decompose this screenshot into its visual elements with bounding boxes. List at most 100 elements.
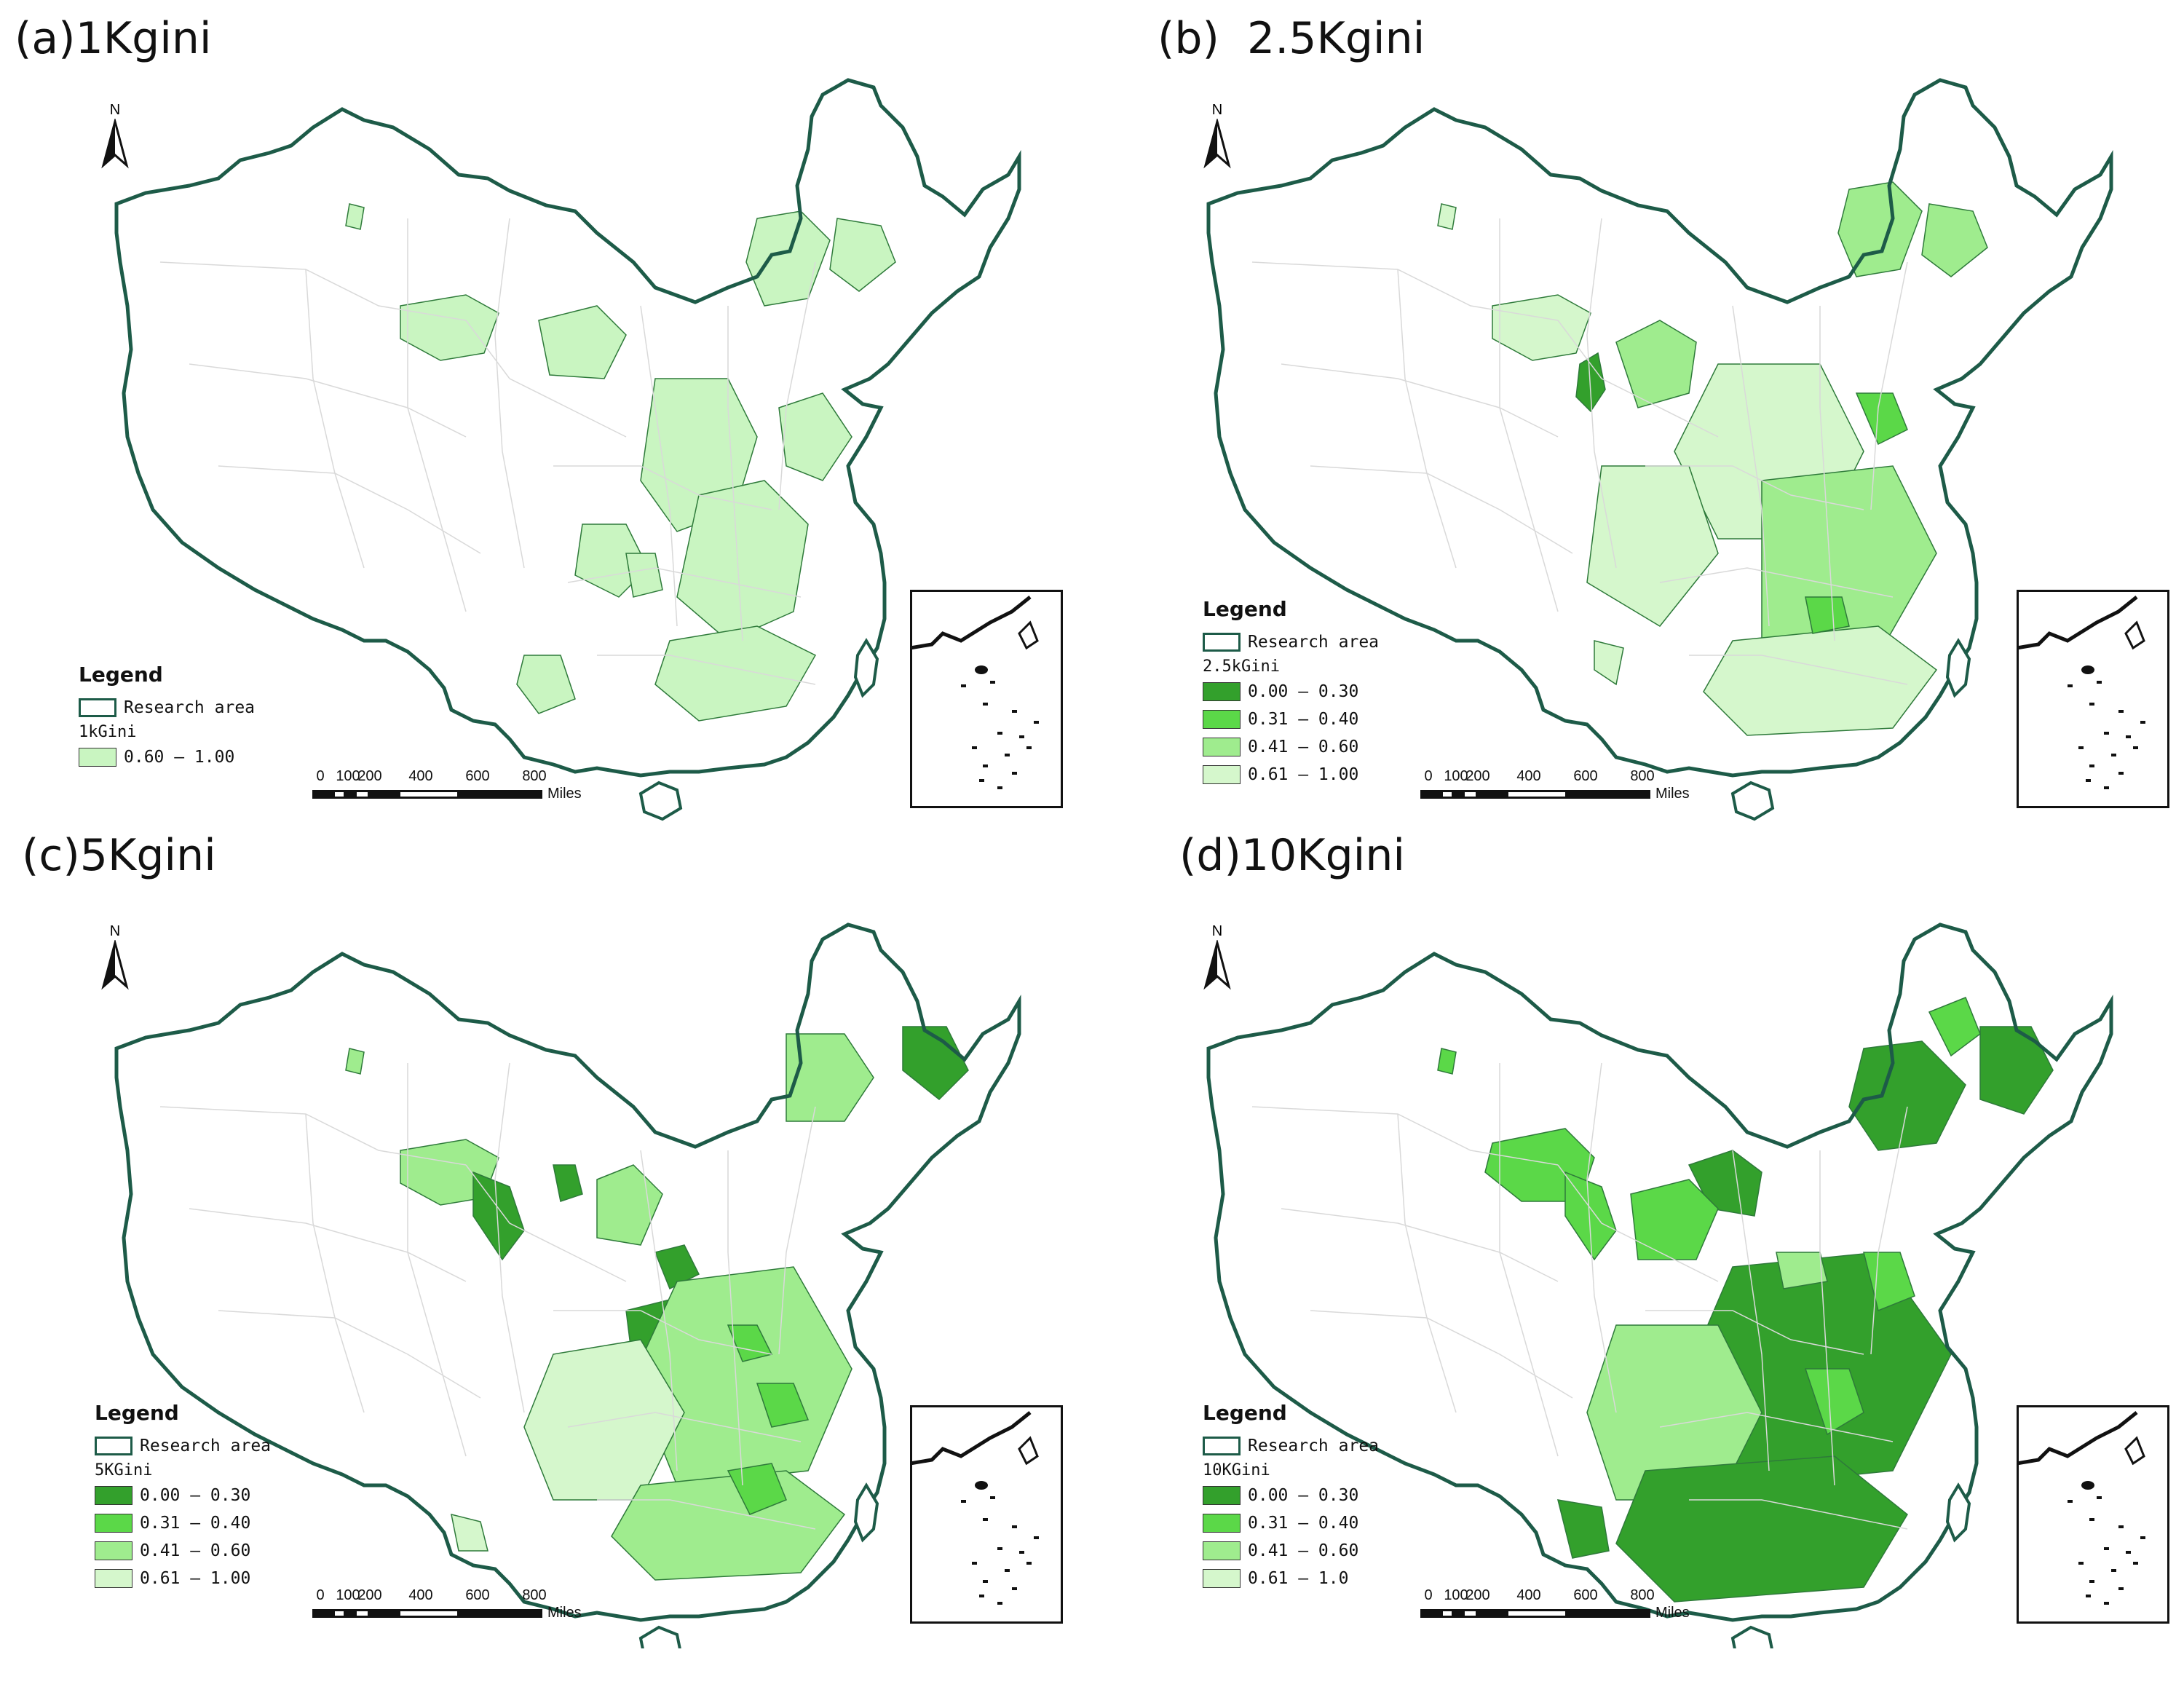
legend-class: 0.31 — 0.40 bbox=[1203, 706, 1379, 733]
legend-class-label: 0.60 — 1.00 bbox=[124, 748, 235, 767]
gini-region bbox=[1776, 1252, 1828, 1289]
legend-swatch bbox=[1203, 765, 1241, 784]
gini-region bbox=[727, 1463, 787, 1515]
gini-region bbox=[538, 305, 627, 379]
legend-class-label: 0.61 — 1.00 bbox=[1248, 765, 1359, 784]
legend-title: Legend bbox=[1203, 1401, 1287, 1425]
internal-boundary bbox=[1310, 1310, 1573, 1399]
internal-boundary bbox=[1281, 363, 1559, 438]
gini-region bbox=[1437, 203, 1457, 230]
legend-title: Legend bbox=[1203, 597, 1287, 621]
internal-boundary bbox=[1251, 261, 1559, 321]
legend-class-label: 0.00 — 0.30 bbox=[140, 1486, 251, 1505]
legend-title: Legend bbox=[79, 663, 163, 687]
internal-boundary bbox=[1819, 1150, 1835, 1486]
scale-tick-label: 400 bbox=[408, 768, 433, 784]
internal-boundary bbox=[305, 1113, 365, 1413]
gini-region bbox=[1848, 1040, 1966, 1151]
internal-boundary bbox=[159, 1106, 467, 1166]
internal-boundary bbox=[218, 1310, 481, 1399]
internal-boundary bbox=[189, 1208, 467, 1282]
internal-boundary bbox=[597, 1499, 816, 1530]
island bbox=[1730, 781, 1775, 821]
gini-region bbox=[1492, 294, 1591, 361]
gini-region bbox=[400, 294, 499, 361]
internal-boundary bbox=[465, 1164, 627, 1282]
internal-boundary bbox=[727, 1150, 743, 1486]
internal-boundary bbox=[189, 363, 467, 438]
scale-bar: 0 100 200 400 600 800 Miles bbox=[312, 1587, 582, 1621]
legend-class-label: 0.41 — 0.60 bbox=[1248, 1541, 1359, 1560]
scale-tick-label: 400 bbox=[1516, 768, 1541, 784]
legend-class: 0.41 — 0.60 bbox=[1203, 1537, 1379, 1565]
legend-swatch bbox=[95, 1486, 132, 1505]
map-panel-a: (a)1Kgini N Legend Research area 1kGini 0.60… bbox=[0, 0, 1092, 848]
scale-tick-label: 100 bbox=[1444, 768, 1468, 784]
scale-bar-graphic bbox=[312, 1608, 542, 1618]
legend-swatch bbox=[1203, 1569, 1241, 1588]
panel-title: (c)5Kgini bbox=[22, 830, 216, 881]
internal-boundary bbox=[567, 567, 802, 598]
internal-boundary bbox=[407, 1063, 467, 1457]
map-panel-d: (d)10Kgini N Legend Research area 10KGini 0.… bbox=[1092, 823, 2184, 1670]
panel-title: (d)10Kgini bbox=[1179, 830, 1406, 881]
legend-class-label: 0.41 — 0.60 bbox=[140, 1541, 251, 1560]
gini-region bbox=[778, 392, 852, 481]
research-area-boundary bbox=[1206, 78, 2113, 778]
legend-field-name: 5KGini bbox=[95, 1461, 153, 1479]
internal-boundary bbox=[640, 305, 678, 627]
gini-region bbox=[472, 1171, 525, 1261]
south-china-sea-inset bbox=[910, 1405, 1063, 1624]
north-label: N bbox=[1211, 102, 1223, 118]
legend-class-label: 0.31 — 0.40 bbox=[1248, 710, 1359, 729]
scale-units: Miles bbox=[547, 1605, 582, 1621]
legend-class: 0.00 — 0.30 bbox=[1203, 678, 1379, 706]
scale-tick-label: 200 bbox=[1465, 768, 1490, 784]
legend-research-label: Research area bbox=[1248, 1437, 1380, 1455]
legend-class: 0.00 — 0.30 bbox=[95, 1482, 271, 1509]
internal-boundary bbox=[567, 1412, 802, 1442]
internal-boundary bbox=[1586, 1062, 1617, 1413]
internal-boundary bbox=[1645, 465, 1864, 510]
gini-region bbox=[1615, 1455, 1908, 1603]
legend-research-area: Research area bbox=[79, 694, 255, 722]
gini-region bbox=[451, 1513, 488, 1552]
scale-tick-label: 200 bbox=[357, 1587, 382, 1603]
island bbox=[1945, 638, 1971, 698]
china-map bbox=[114, 922, 1021, 1648]
gini-region bbox=[786, 1033, 874, 1122]
legend-swatch bbox=[1203, 1486, 1241, 1505]
legend-class-label: 0.41 — 0.60 bbox=[1248, 738, 1359, 756]
map-panel-c: (c)5Kgini N Legend Research area 5KGini 0.00… bbox=[0, 823, 1092, 1670]
research-area-swatch bbox=[79, 698, 116, 717]
gini-region bbox=[676, 480, 809, 641]
internal-boundary bbox=[494, 218, 525, 569]
scale-tick-label: 400 bbox=[408, 1587, 433, 1603]
legend-swatch bbox=[1203, 1514, 1241, 1533]
scale-tick-label: 600 bbox=[465, 768, 490, 784]
map-legend: Legend Research area 5KGini 0.00 — 0.30 0.31… bbox=[95, 1401, 271, 1592]
gini-region bbox=[1804, 1368, 1864, 1436]
map-legend: Legend Research area 2.5kGini 0.00 — 0.30 0.… bbox=[1203, 597, 1379, 789]
internal-boundary bbox=[305, 269, 365, 569]
gini-region bbox=[1556, 1499, 1610, 1559]
map-panel-b: (b) 2.5Kgini N Legend Research area 2.5kGin… bbox=[1092, 0, 2184, 848]
island bbox=[853, 638, 879, 698]
north-arrow: N bbox=[100, 102, 130, 174]
legend-research-area: Research area bbox=[1203, 628, 1379, 656]
internal-boundary bbox=[1659, 1412, 1894, 1442]
research-area-boundary bbox=[114, 78, 1021, 778]
internal-boundary bbox=[1251, 1106, 1559, 1166]
gini-region bbox=[611, 1470, 846, 1581]
internal-boundary bbox=[1281, 1208, 1559, 1282]
map-legend: Legend Research area 10KGini 0.00 — 0.30 0.3… bbox=[1203, 1401, 1379, 1592]
legend-field-name: 2.5kGini bbox=[1203, 657, 1280, 676]
scale-tick-label: 0 bbox=[316, 1587, 325, 1603]
legend-field-name: 1kGini bbox=[79, 723, 137, 741]
internal-boundary bbox=[1310, 465, 1573, 554]
internal-boundary bbox=[778, 1106, 816, 1355]
scale-tick-label: 800 bbox=[1630, 768, 1655, 784]
gini-region bbox=[829, 218, 896, 292]
map-legend: Legend Research area 1kGini 0.60 — 1.00 bbox=[79, 663, 255, 771]
scale-tick-label: 100 bbox=[336, 768, 360, 784]
